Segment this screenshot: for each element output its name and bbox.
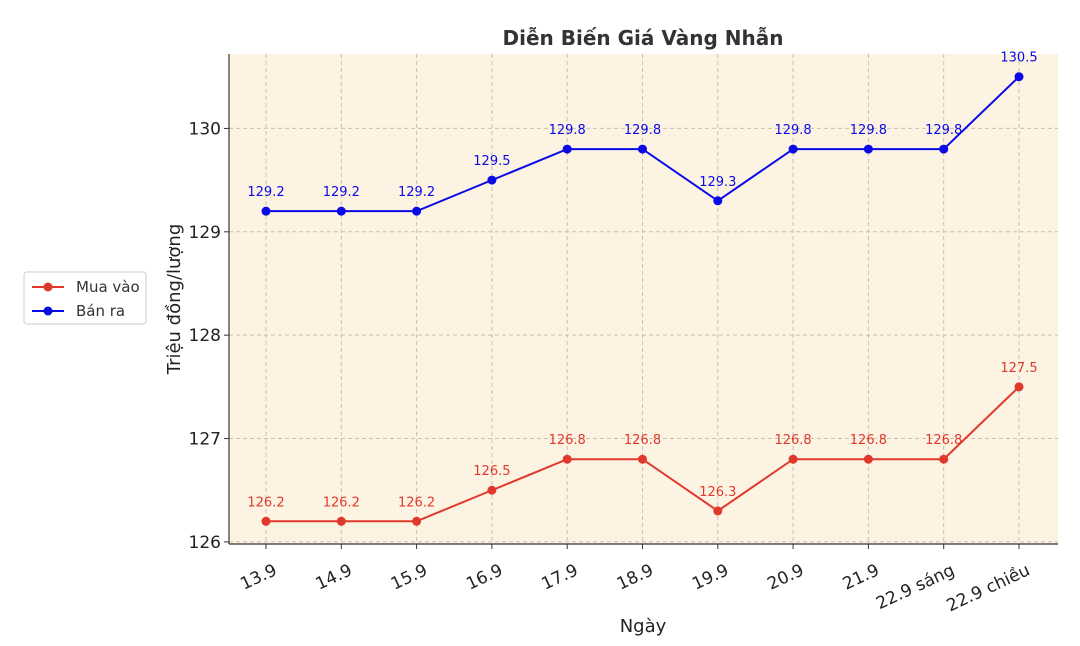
data-label: 129.8: [850, 123, 887, 138]
y-tick-label: 128: [189, 326, 221, 346]
legend-item-sell: Bán ra: [32, 302, 125, 320]
data-point: [1014, 382, 1024, 392]
data-point: [487, 175, 497, 185]
data-label: 129.2: [398, 185, 435, 200]
data-point: [562, 144, 572, 154]
data-point: [788, 454, 798, 464]
data-point: [939, 454, 949, 464]
x-axis-ticks: 13.9 14.9 15.9 16.9 17.9 18.9 19.9 20.9 21.922.9…: [237, 544, 1033, 616]
data-point: [562, 454, 572, 464]
data-label: 126.2: [398, 495, 435, 510]
data-point: [261, 516, 271, 526]
x-tick-label: 21.9: [840, 560, 883, 594]
data-point: [261, 206, 271, 216]
legend-label: Bán ra: [76, 302, 125, 320]
data-point: [713, 196, 723, 206]
data-label: 129.8: [624, 123, 661, 138]
legend-marker: [43, 306, 53, 316]
data-point: [939, 144, 949, 154]
series-sell: 129.2 129.2 129.2 129.5 129.8 129.8 129.3 129.8…: [247, 51, 1038, 216]
data-label: 126.3: [699, 485, 736, 500]
data-point: [1014, 72, 1024, 82]
data-label: 126.8: [624, 433, 661, 448]
y-tick-label: 126: [189, 533, 221, 553]
data-label: 126.8: [774, 433, 811, 448]
data-point: [788, 144, 798, 154]
data-label: 126.2: [323, 495, 360, 510]
data-label: 129.8: [549, 123, 586, 138]
x-tick-label: 13.9: [237, 560, 280, 594]
data-point: [487, 485, 497, 495]
x-tick-label: 22.9 sáng: [873, 560, 958, 614]
data-label: 126.5: [473, 464, 510, 479]
data-label: 129.8: [925, 123, 962, 138]
data-label: 129.3: [699, 175, 736, 190]
data-point: [412, 206, 422, 216]
series-lines: 126.2 126.2 126.2 126.5 126.8 126.8 126.3 126.8…: [247, 51, 1038, 526]
data-label: 126.2: [247, 495, 284, 510]
data-point: [638, 144, 647, 154]
data-point: [336, 516, 346, 526]
x-tick-label: 17.9: [539, 560, 582, 594]
x-tick-label: 15.9: [388, 560, 431, 594]
x-axis-label: Ngày: [620, 616, 667, 637]
data-label: 127.5: [1000, 361, 1037, 376]
legend-item-buy: Mua vào: [32, 278, 140, 296]
data-label: 129.2: [247, 185, 284, 200]
x-tick-label: 22.9 chiều: [943, 559, 1033, 616]
data-label: 130.5: [1000, 51, 1037, 66]
y-tick-label: 129: [189, 223, 221, 243]
chart-title: Diễn Biến Giá Vàng Nhẫn: [503, 26, 784, 50]
data-point: [638, 454, 647, 464]
data-point: [412, 516, 422, 526]
legend-label: Mua vào: [76, 278, 140, 296]
y-axis-label: Triệu đồng/lượng: [164, 224, 185, 376]
y-tick-label: 130: [189, 119, 221, 139]
data-label: 126.8: [850, 433, 887, 448]
data-point: [863, 454, 873, 464]
series-buy: 126.2 126.2 126.2 126.5 126.8 126.8 126.3 126.8…: [247, 361, 1038, 526]
data-label: 126.8: [925, 433, 962, 448]
data-point: [336, 206, 346, 216]
y-tick-label: 127: [189, 430, 221, 450]
x-tick-label: 19.9: [689, 560, 732, 594]
data-label: 129.5: [473, 154, 510, 169]
data-label: 126.8: [549, 433, 586, 448]
x-tick-label: 18.9: [614, 560, 657, 594]
legend: Mua vào Bán ra: [23, 271, 147, 325]
y-axis-ticks: 126 127 128 129 130: [189, 119, 229, 553]
legend-marker: [43, 282, 53, 292]
data-point: [863, 144, 873, 154]
x-tick-label: 16.9: [463, 560, 506, 594]
data-point: [713, 506, 723, 516]
data-label: 129.2: [323, 185, 360, 200]
x-tick-label: 14.9: [313, 560, 356, 594]
x-tick-label: 20.9: [764, 560, 807, 594]
data-label: 129.8: [774, 123, 811, 138]
